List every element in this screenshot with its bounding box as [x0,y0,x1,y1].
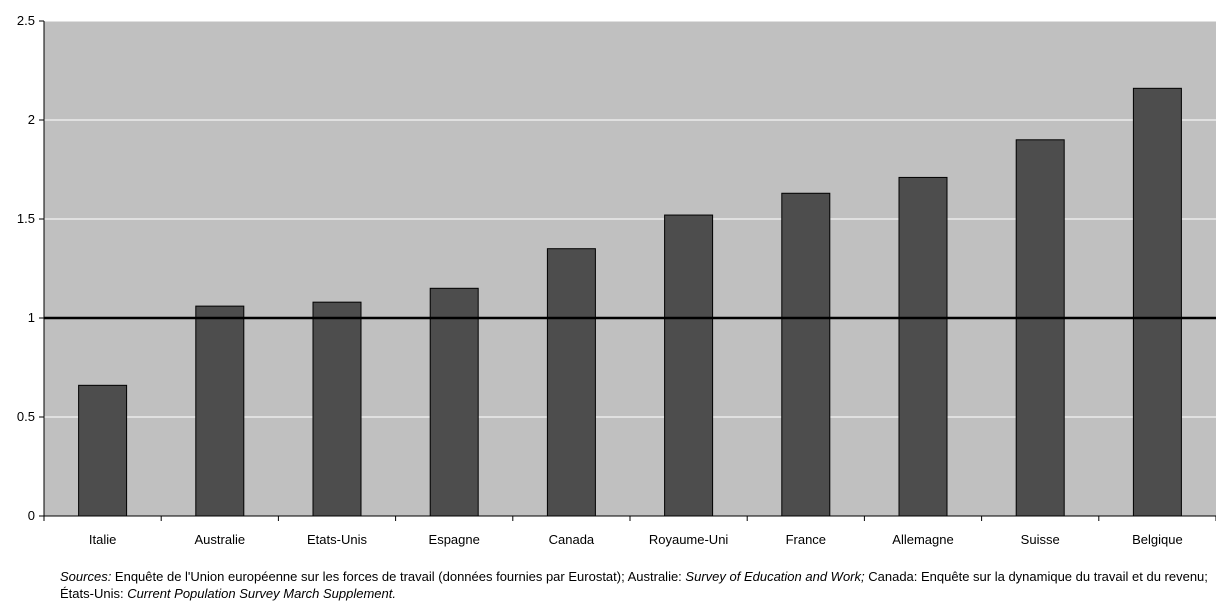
x-tick-label: Royaume-Uni [649,532,729,547]
y-tick-label: 0 [28,508,35,523]
bar [898,176,948,517]
bar [78,384,128,517]
x-tick-label: Espagne [429,532,480,547]
x-tick-label: Italie [89,532,116,547]
x-tick-label: Allemagne [892,532,953,547]
sources-note: Sources: Enquête de l'Union européenne s… [60,568,1210,602]
bar [546,248,596,517]
y-tick-label: 1.5 [17,211,35,226]
x-tick-label: France [786,532,826,547]
x-tick-label: Belgique [1132,532,1183,547]
sources-text-1: Enquête de l'Union européenne sur les fo… [111,569,686,584]
bar [195,305,245,517]
x-tick-label: Australie [195,532,246,547]
sources-label: Sources: [60,569,112,584]
bar [1132,87,1182,517]
y-tick-label: 0.5 [17,409,35,424]
y-tick-label: 2 [28,112,35,127]
bar [781,192,831,517]
bar [1015,139,1065,517]
x-tick-label: Canada [549,532,595,547]
x-tick-label: Etats-Unis [307,532,367,547]
y-tick-label: 2.5 [17,13,35,28]
sources-survey-australia: Survey of Education and Work; [685,569,865,584]
bar [429,287,479,517]
sources-survey-us: Current Population Survey March Suppleme… [127,586,396,601]
sources-text-2: Canada: Enquête sur la dynamique du trav… [60,569,1208,601]
x-tick-label: Suisse [1021,532,1060,547]
bar [312,301,362,517]
bar-chart: 0 0.5 1 1.5 2 2.5 Italie Australie Etats-Unis Esp… [17,13,1216,547]
bar [664,214,714,517]
y-tick-label: 1 [28,310,35,325]
